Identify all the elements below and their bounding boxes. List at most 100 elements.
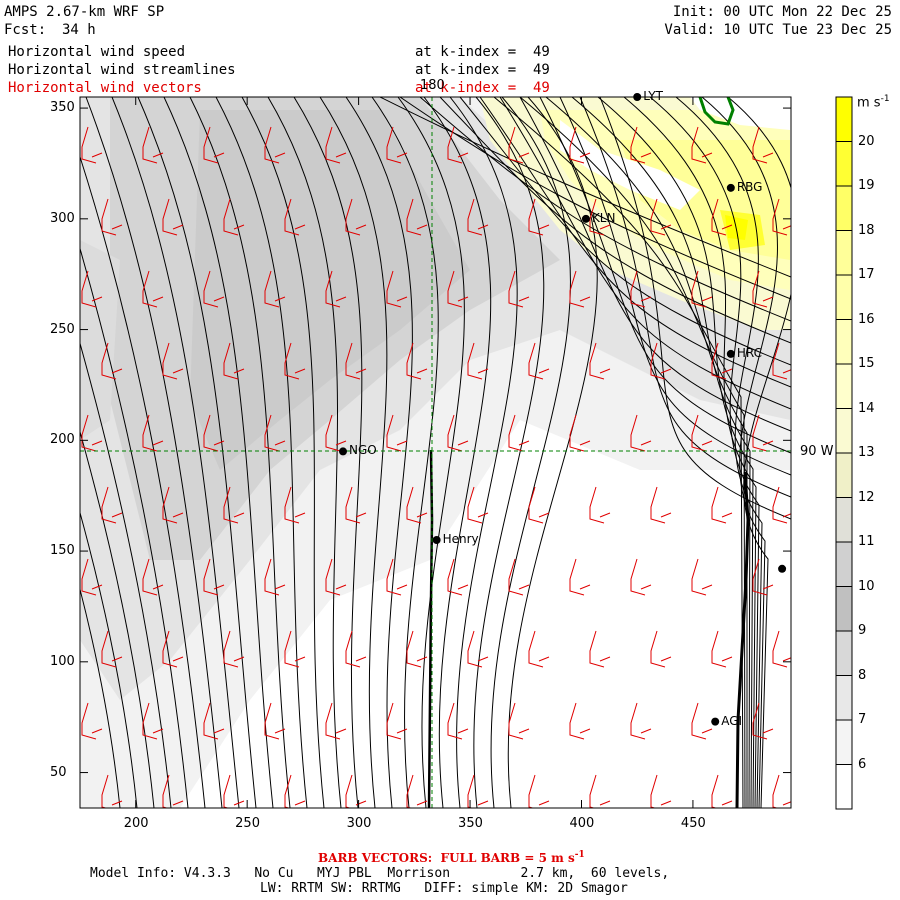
wind-barb — [752, 558, 774, 596]
station-dot-LYT — [633, 93, 642, 101]
streamline — [449, 97, 518, 808]
wind-barb — [284, 630, 306, 668]
wind-barb — [569, 414, 591, 452]
station-label-Henry: Henry — [442, 531, 479, 546]
streamline — [189, 97, 291, 808]
wind-barb — [447, 558, 469, 596]
field-name-speed: Horizontal wind speed — [8, 44, 186, 60]
colorbar-swatch — [836, 631, 852, 676]
forecast-value: 34 h — [62, 22, 96, 38]
wind-barb — [345, 630, 367, 668]
wind-barb — [752, 126, 774, 164]
wind-barb — [325, 126, 347, 164]
wind-barb — [203, 702, 225, 740]
x-tick-label: 200 — [123, 816, 149, 831]
wind-barb — [569, 270, 591, 308]
streamline — [397, 97, 465, 808]
streamline — [579, 97, 791, 498]
colorbar-swatch — [836, 542, 852, 587]
streamline — [345, 97, 413, 808]
wind-barb — [142, 702, 164, 740]
wind-barb — [223, 630, 245, 668]
station-markers — [339, 93, 787, 726]
wind-barb — [142, 270, 164, 308]
wind-barb — [162, 774, 184, 808]
wind-barb — [711, 342, 733, 380]
wind-barb — [406, 342, 428, 380]
streamline — [319, 97, 388, 808]
barb-note: BARB VECTORS: FULL BARB = 5 m s-1 — [318, 850, 585, 865]
wind-barb — [162, 630, 184, 668]
wind-barb — [264, 558, 286, 596]
wind-barb — [508, 126, 530, 164]
wind-barb — [691, 414, 713, 452]
streamline — [241, 97, 325, 808]
wind-barb — [284, 486, 306, 524]
x-tick-label: 350 — [458, 816, 483, 831]
streamline — [649, 97, 760, 808]
wind-barb — [630, 558, 652, 596]
streamline — [399, 97, 791, 300]
parallel-label: 90 W — [800, 444, 834, 459]
plot-frame — [79, 96, 792, 809]
wind-barb — [345, 198, 367, 236]
wind-barb — [589, 198, 611, 236]
colorbar-label: 20 — [858, 133, 875, 149]
streamline — [80, 430, 155, 808]
wind-barb — [406, 198, 428, 236]
streamline — [80, 510, 138, 808]
wind-barb — [508, 414, 530, 452]
wind-barb — [81, 414, 103, 452]
streamline — [459, 97, 791, 366]
wind-barb — [81, 126, 103, 164]
y-tick-label: 50 — [50, 764, 67, 780]
wind-barb — [162, 342, 184, 380]
wind-barb — [162, 486, 184, 524]
wind-barb — [81, 558, 103, 596]
axis-ticks — [80, 97, 791, 808]
colorbar-swatch — [836, 364, 852, 409]
streamline — [419, 97, 791, 322]
streamline — [559, 97, 791, 476]
colorbar-swatch — [836, 586, 852, 631]
streamline — [439, 97, 791, 344]
colorbar-label: 15 — [858, 356, 875, 371]
wind-barb — [264, 702, 286, 740]
streamline — [623, 97, 757, 808]
station-label-AGI: AGI — [721, 713, 743, 728]
wind-barb — [81, 702, 103, 740]
colorbar-label: 13 — [858, 445, 875, 460]
colorbar-label: 14 — [858, 400, 875, 416]
wind-barb — [325, 270, 347, 308]
wind-barb — [264, 270, 286, 308]
wind-barb — [203, 558, 225, 596]
colorbar-label: 7 — [858, 712, 867, 727]
wind-barb — [284, 342, 306, 380]
wind-barb — [589, 774, 611, 808]
wind-barb — [772, 198, 791, 236]
wind-barb — [447, 702, 469, 740]
wind-barb — [650, 342, 672, 380]
wind-barb — [447, 414, 469, 452]
streamline — [545, 97, 748, 808]
colorbar-label: 17 — [858, 267, 875, 282]
meridian-label: 180 — [420, 78, 445, 93]
colorbar-swatch — [836, 141, 852, 186]
init-time: Init: 00 UTC Mon 22 Dec 25 — [672, 4, 892, 20]
wind-barb — [508, 558, 530, 596]
colorbar-unit: m s-1 — [857, 94, 890, 111]
colorbar-swatch — [836, 497, 852, 542]
colorbar-swatch — [836, 453, 852, 498]
field-level-vectors: at k-index = 49 — [415, 80, 550, 96]
colorbar-swatch — [836, 275, 852, 320]
wind-barb — [264, 126, 286, 164]
station-dot-NGO — [339, 447, 348, 456]
colorbar-label: 19 — [858, 178, 875, 193]
wind-barb — [752, 702, 774, 740]
station-label-KLN: KLN — [591, 210, 616, 225]
colorbar-swatch — [836, 408, 852, 453]
station-dot-Henry — [432, 535, 441, 544]
wind-barb — [386, 414, 408, 452]
y-tick-label: 200 — [50, 432, 75, 448]
colorbar-swatch — [836, 230, 852, 275]
